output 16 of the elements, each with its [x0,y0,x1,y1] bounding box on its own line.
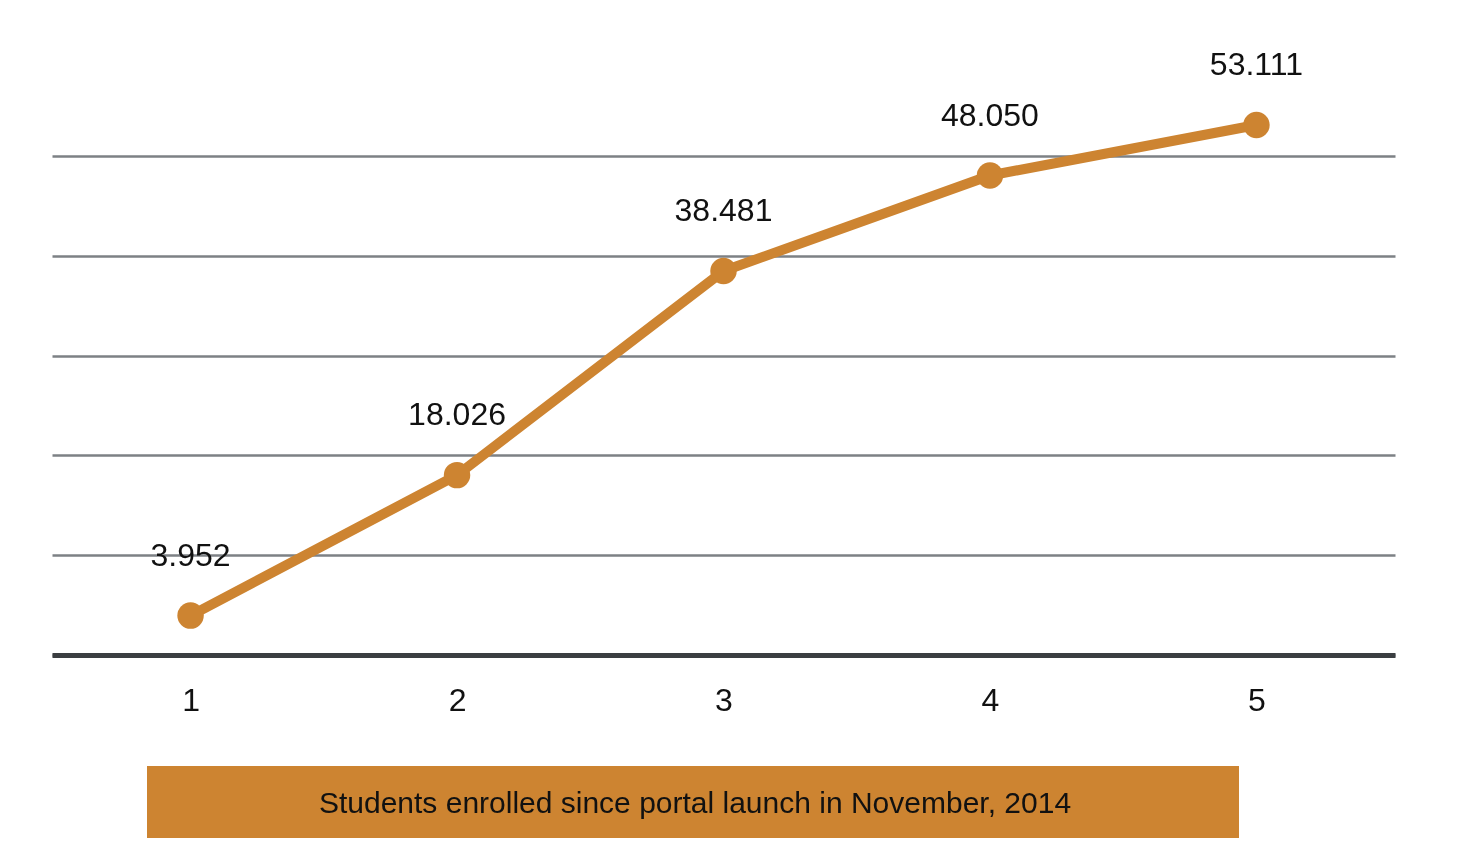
x-tick-label: 4 [981,681,1000,718]
point [710,257,737,285]
point [177,602,204,629]
x-tick-label: 1 [182,681,200,718]
x-tick-label: 3 [715,681,733,718]
x-tick-label: 2 [448,681,467,718]
x-tick-label: 5 [1248,681,1266,718]
point [976,162,1004,189]
data-label: 3.952 [150,536,231,573]
text: Students enrolled since portal launch in November, 2014 [318,786,1072,819]
point [443,461,471,489]
data-label: 18.026 [408,396,506,433]
data-label: 53.111 [1209,46,1303,82]
data-label: 38.481 [674,191,773,228]
data-label: 48.050 [941,96,1039,133]
point [1243,111,1270,139]
